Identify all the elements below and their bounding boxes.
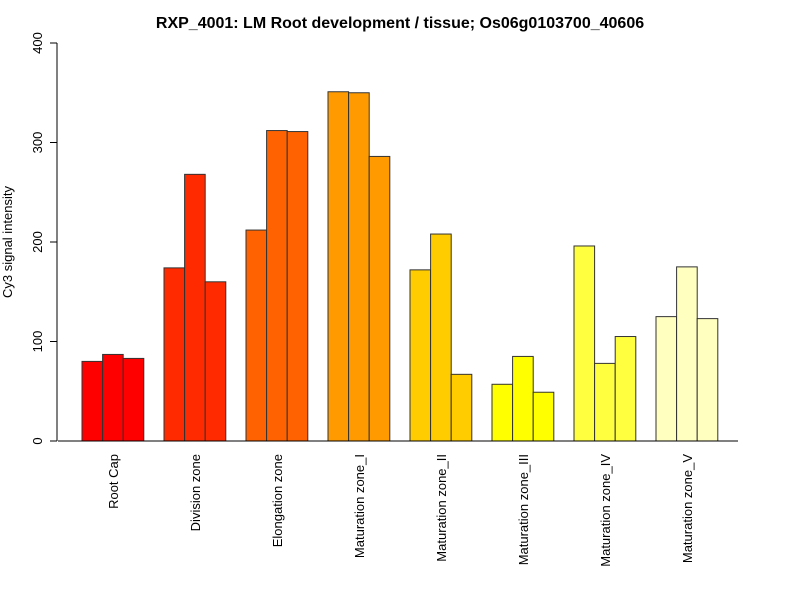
bar-maturation-zone-iv-rep2 bbox=[594, 362, 616, 442]
bar-maturation-zone-iii-rep1 bbox=[491, 383, 514, 442]
bar-maturation-zone-iii-rep3 bbox=[532, 391, 555, 442]
bar-division-zone-rep2 bbox=[184, 173, 206, 442]
bar-division-zone-rep1 bbox=[163, 267, 186, 442]
bar-maturation-zone-iv-rep3 bbox=[614, 336, 637, 442]
bar-division-zone-rep3 bbox=[204, 281, 227, 442]
bar-maturation-zone-v-rep1 bbox=[655, 316, 678, 442]
x-tick-label: Root Cap bbox=[106, 454, 121, 509]
bar-elongation-zone-rep2 bbox=[266, 130, 288, 442]
bar-maturation-zone-ii-rep1 bbox=[409, 269, 432, 442]
bar-elongation-zone-rep3 bbox=[286, 131, 309, 442]
bars-layer bbox=[81, 91, 719, 442]
bar-maturation-zone-ii-rep3 bbox=[450, 373, 473, 442]
x-tick-label: Elongation zone bbox=[270, 454, 285, 547]
x-tick-label: Division zone bbox=[188, 454, 203, 531]
y-axis: 0 100 200 300 400 bbox=[30, 32, 58, 445]
x-tick-labels: Root Cap Division zone Elongation zone Matu… bbox=[106, 454, 695, 567]
bar-maturation-zone-i-rep2 bbox=[348, 92, 370, 442]
x-tick-label: Maturation zone_III bbox=[516, 454, 531, 565]
bar-maturation-zone-i-rep3 bbox=[368, 155, 391, 442]
x-tick-label: Maturation zone_I bbox=[352, 454, 367, 558]
y-tick-label: 200 bbox=[30, 231, 45, 253]
y-axis-label: Cy3 signal intensity bbox=[0, 186, 15, 298]
y-tick-label: 300 bbox=[30, 132, 45, 154]
y-tick-label: 400 bbox=[30, 32, 45, 54]
x-tick-label: Maturation zone_IV bbox=[598, 454, 613, 567]
bar-maturation-zone-v-rep2 bbox=[676, 266, 698, 442]
bar-maturation-zone-ii-rep2 bbox=[430, 233, 452, 442]
x-tick-label: Maturation zone_V bbox=[680, 454, 695, 563]
bar-maturation-zone-iii-rep2 bbox=[512, 355, 534, 442]
y-tick-label: 100 bbox=[30, 331, 45, 353]
chart-title: RXP_4001: LM Root development / tissue; … bbox=[156, 15, 644, 32]
x-tick-label: Maturation zone_II bbox=[434, 454, 449, 562]
bar-root-cap-rep2 bbox=[102, 353, 124, 442]
bar-root-cap-rep1 bbox=[81, 360, 104, 442]
bar-elongation-zone-rep1 bbox=[245, 229, 268, 442]
bar-root-cap-rep3 bbox=[122, 357, 145, 442]
bar-maturation-zone-iv-rep1 bbox=[573, 245, 596, 442]
bar-maturation-zone-i-rep1 bbox=[327, 91, 350, 442]
bar-maturation-zone-v-rep3 bbox=[696, 318, 719, 442]
y-tick-label: 0 bbox=[30, 437, 45, 444]
